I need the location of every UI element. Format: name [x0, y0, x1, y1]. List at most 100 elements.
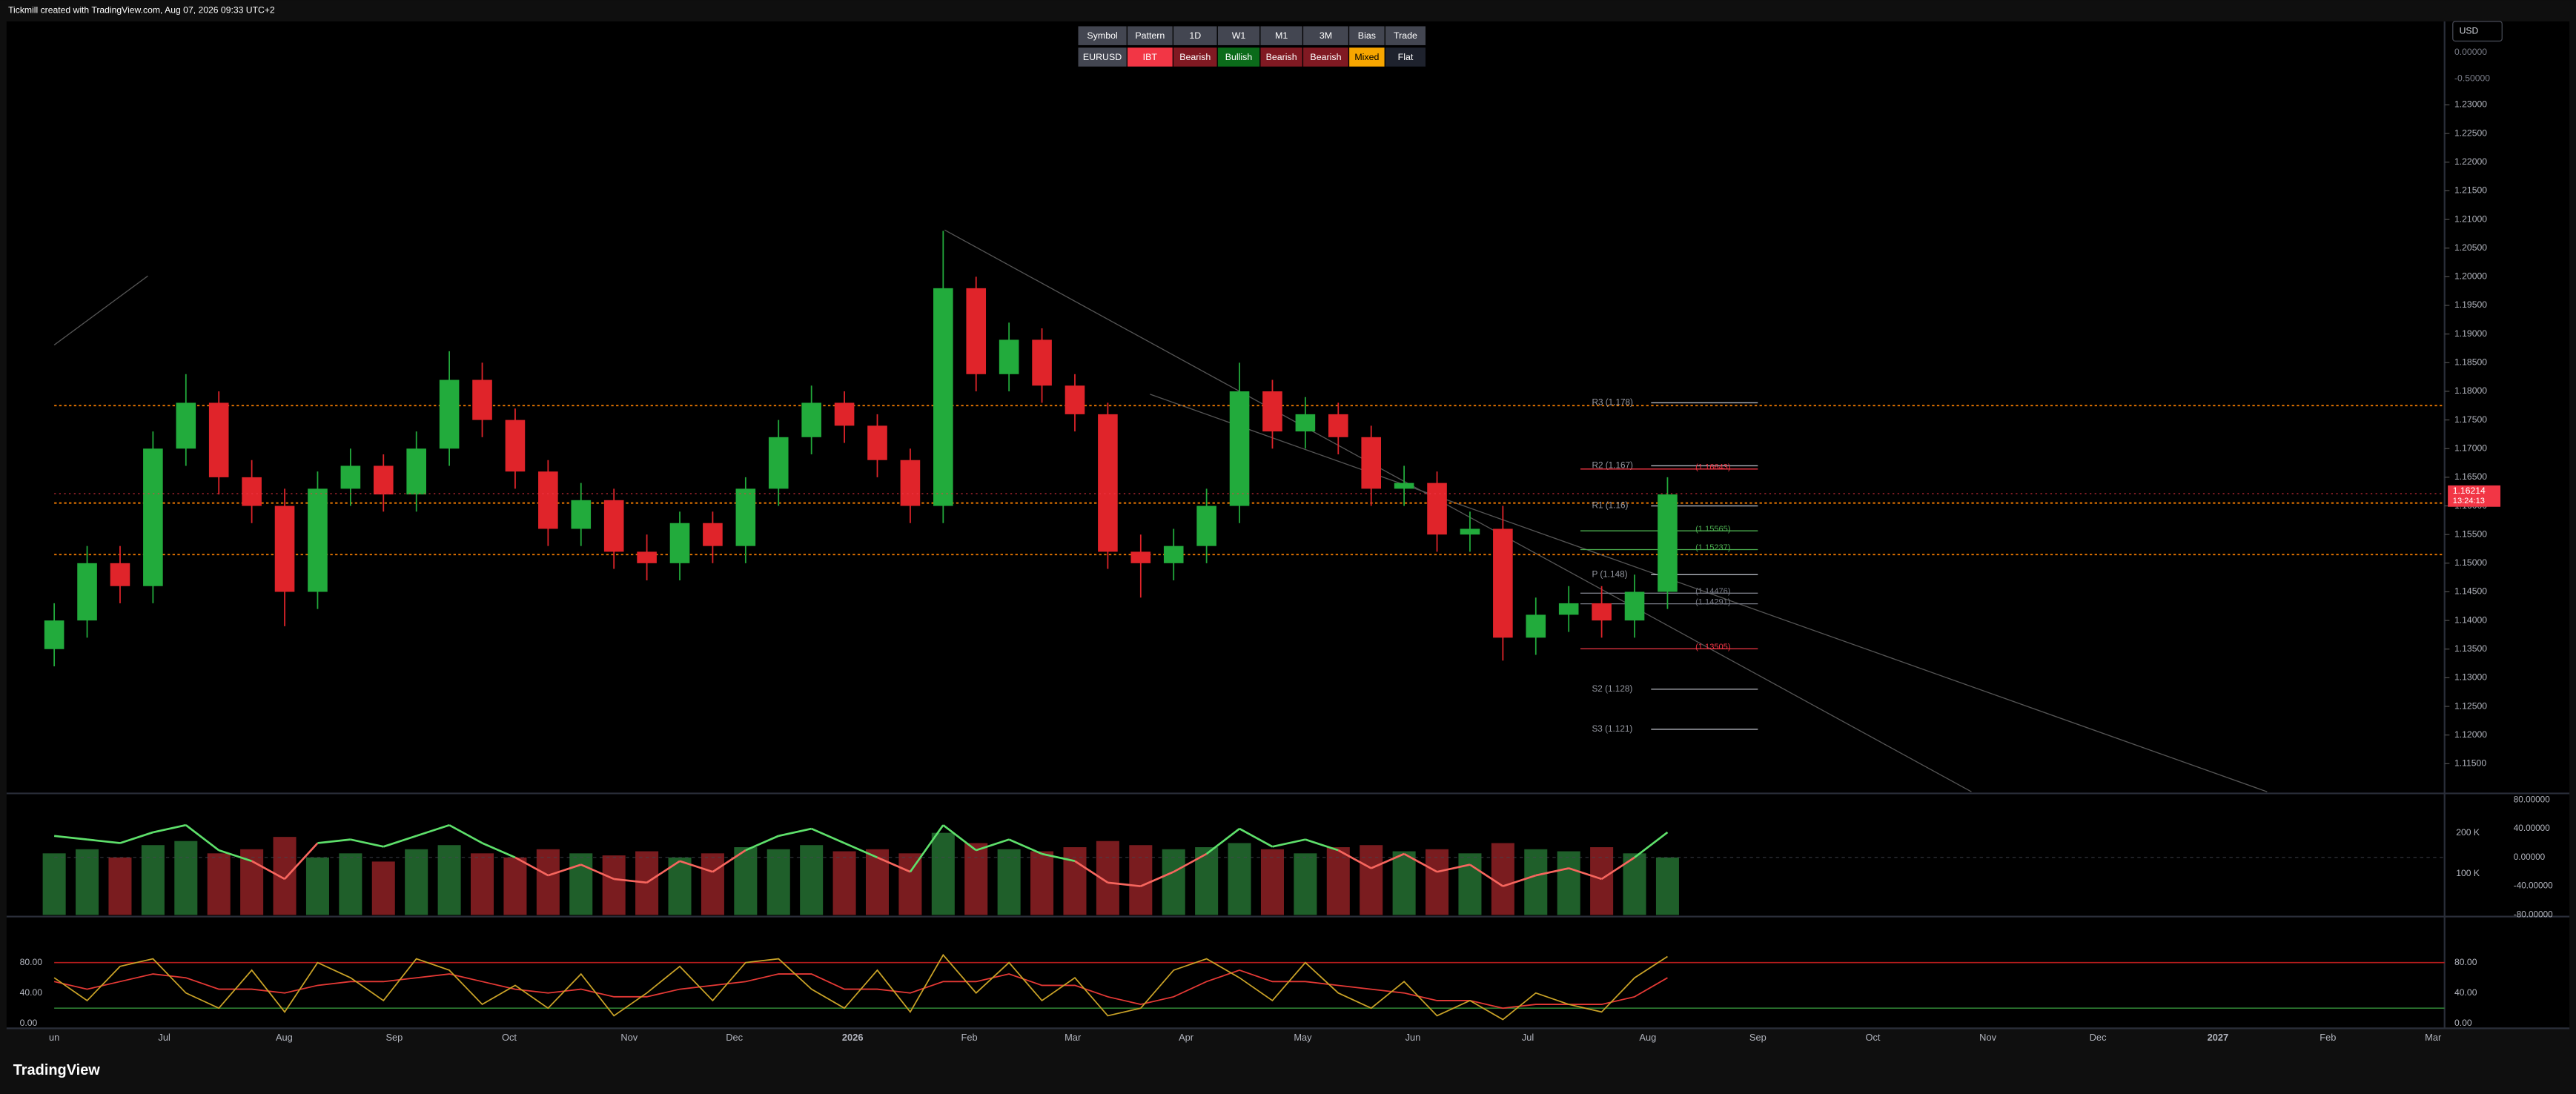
candle-body: [966, 288, 987, 374]
y-tick-label: 1.14500: [2454, 586, 2487, 597]
osc-segment: [1074, 860, 1109, 884]
candle-body: [999, 339, 1019, 374]
osc-segment: [1272, 838, 1306, 848]
candle-body: [933, 288, 953, 506]
stoch-tick-label: 80.00: [2454, 957, 2477, 967]
candle-body: [1130, 551, 1151, 563]
candle-body: [143, 448, 163, 586]
osc-segment: [745, 835, 779, 852]
volume-bar: [405, 849, 428, 915]
candle-body: [1526, 614, 1546, 638]
volume-bar: [766, 849, 790, 915]
volume-bar: [800, 845, 824, 915]
x-tick-label: 2026: [842, 1032, 864, 1043]
volume-bar: [1360, 845, 1383, 915]
table-cell: [1217, 26, 1260, 45]
osc-segment: [909, 824, 944, 873]
y-tick-label: 1.22500: [2454, 127, 2487, 138]
osc-segment: [942, 824, 977, 852]
zone-label: (1.15565): [1695, 525, 1730, 534]
zone-label: (1.16643): [1695, 463, 1730, 472]
volume-bar: [76, 849, 99, 915]
volume-bar: [174, 841, 198, 915]
y-tick-label: 1.20500: [2454, 242, 2487, 253]
volume-bar: [931, 832, 955, 915]
osc-segment: [1337, 849, 1372, 869]
x-tick-label: Oct: [1865, 1032, 1880, 1043]
volume-bar: [1458, 853, 1482, 915]
last-price: 1.16214: [2453, 485, 2486, 496]
stoch-tick-label-left: 80.00: [20, 957, 43, 967]
pivot-label: R1 (1.16): [1592, 501, 1628, 511]
candle-body: [1592, 603, 1612, 621]
osc-segment: [481, 842, 516, 859]
table-cell: [1173, 47, 1217, 67]
currency-box[interactable]: [2452, 21, 2503, 42]
candle-body: [1328, 414, 1348, 437]
brand: TradingView: [13, 1062, 101, 1078]
table-cell: [1303, 47, 1348, 67]
osc-tick-label: 0.00000: [2514, 852, 2546, 862]
candle-body: [44, 620, 64, 649]
x-tick-label: May: [1294, 1032, 1312, 1043]
candle-body: [1493, 528, 1513, 638]
osc-segment: [1502, 874, 1537, 887]
table-text: Symbol: [1087, 30, 1117, 41]
y-tick-label: 1.16500: [2454, 471, 2487, 482]
osc-tick-label: -40.00000: [2514, 881, 2553, 891]
candle-body: [1229, 391, 1250, 506]
osc-segment: [679, 860, 713, 873]
candle-body: [1658, 494, 1678, 592]
osc-segment: [53, 835, 87, 841]
volume-bar: [1129, 845, 1153, 915]
volume-bar: [734, 847, 758, 915]
volume-bar: [1162, 849, 1185, 915]
candle-body: [406, 448, 426, 495]
candle-body: [242, 477, 262, 506]
x-tick-label: Mar: [2425, 1032, 2442, 1043]
volume-bar: [1655, 857, 1679, 915]
zone-label: (1.15237): [1695, 543, 1730, 552]
osc-segment: [350, 838, 384, 848]
table-text: Flat: [1398, 52, 1414, 62]
candle-body: [439, 379, 460, 449]
table-cell: [1303, 26, 1348, 45]
candle-body: [1196, 505, 1216, 546]
volume-bar: [1326, 847, 1350, 915]
countdown: 13:24:13: [2453, 497, 2485, 505]
volume-bar: [339, 853, 362, 915]
candle-body: [735, 488, 756, 546]
osc-segment: [119, 831, 153, 844]
volume-bar: [108, 857, 132, 915]
volume-bar: [371, 861, 395, 915]
osc-segment: [876, 856, 911, 873]
x-tick-label: Nov: [1979, 1032, 1996, 1043]
osc-segment: [712, 849, 746, 873]
candle-body: [768, 437, 789, 489]
axis-label: 0.00000: [2454, 47, 2487, 57]
x-tick-label: Sep: [385, 1032, 403, 1043]
stoch-tick-label-left: 0.00: [20, 1018, 38, 1028]
volume-bar: [1491, 843, 1514, 915]
candle-body: [1394, 483, 1414, 489]
y-tick-label: 1.23000: [2454, 99, 2487, 110]
volume-bar: [898, 853, 922, 915]
volume-bar: [964, 843, 988, 915]
candle-body: [208, 402, 229, 477]
y-tick-label: 1.15000: [2454, 557, 2487, 568]
candle-body: [669, 523, 690, 563]
osc-segment: [1008, 838, 1043, 855]
y-tick-label: 1.21500: [2454, 185, 2487, 196]
volume-bar: [602, 855, 626, 915]
volume-bar: [437, 845, 461, 915]
candle-body: [603, 500, 624, 552]
table-cell: [1260, 26, 1302, 45]
volume-bar: [635, 851, 659, 915]
x-tick-label: Jul: [158, 1032, 170, 1043]
y-tick-label: 1.12000: [2454, 729, 2487, 740]
osc-segment: [1140, 871, 1174, 887]
table-text: 3M: [1320, 30, 1332, 41]
table-cell: [1078, 47, 1127, 67]
osc-segment: [1371, 852, 1405, 869]
y-tick-label: 1.19000: [2454, 328, 2487, 339]
